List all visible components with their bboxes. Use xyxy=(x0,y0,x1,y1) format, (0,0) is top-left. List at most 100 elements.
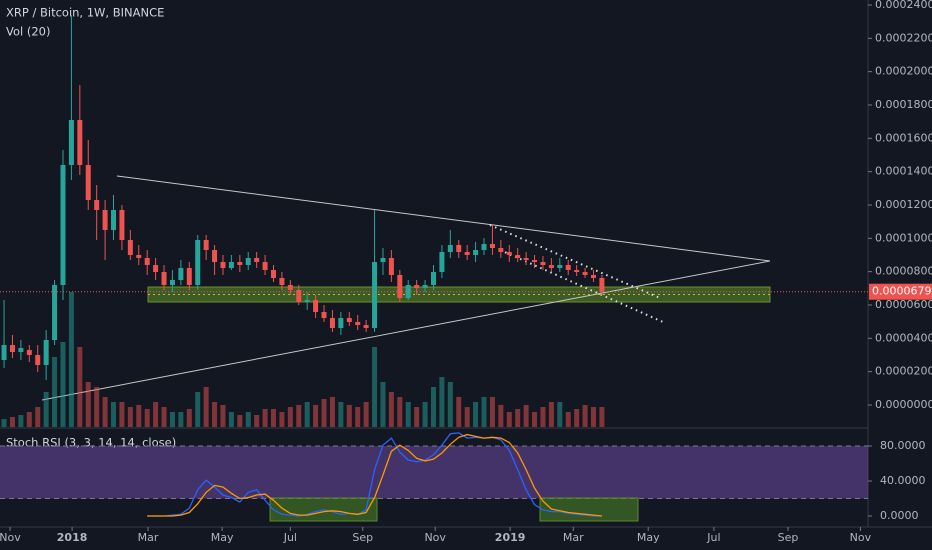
x-tick-label: 2019 xyxy=(495,531,526,544)
volume-bar xyxy=(473,402,479,427)
volume-bar xyxy=(439,377,445,427)
x-tick-label: Jul xyxy=(706,531,720,544)
candle-body xyxy=(245,258,251,265)
candle-body xyxy=(397,275,403,298)
candle-body xyxy=(498,248,504,252)
x-tick-label: Mar xyxy=(138,531,159,544)
candle-body xyxy=(506,252,512,255)
candle-body xyxy=(18,348,24,352)
candle-body xyxy=(9,345,15,352)
volume-bar xyxy=(186,409,192,427)
candle-body xyxy=(599,278,605,292)
trend-line xyxy=(116,175,771,262)
volume-bar xyxy=(380,382,386,427)
volume-bar xyxy=(498,405,504,427)
volume-bar xyxy=(245,412,251,427)
x-tick-label: Nov xyxy=(424,531,446,544)
x-tick-label: Nov xyxy=(0,531,21,544)
x-tick-label: Jul xyxy=(283,531,297,544)
x-tick-label: 2018 xyxy=(57,531,88,544)
candle-body xyxy=(447,245,453,252)
volume-bar xyxy=(220,405,226,427)
volume-bar xyxy=(414,407,420,427)
candle-body xyxy=(287,285,293,290)
candle-body xyxy=(540,262,546,265)
volume-bar xyxy=(111,402,117,427)
candle-body xyxy=(456,245,462,252)
candle-body xyxy=(119,210,125,240)
x-tick-label: May xyxy=(211,531,234,544)
x-tick-label: Mar xyxy=(563,531,584,544)
volume-bar xyxy=(228,412,234,427)
candle-body xyxy=(195,240,201,285)
volume-bar xyxy=(9,417,15,427)
volume-bar xyxy=(430,387,436,427)
candle-body xyxy=(60,165,66,285)
volume-bar xyxy=(237,415,243,427)
candle-body xyxy=(430,272,436,285)
volume-bar xyxy=(523,405,529,427)
candle-body xyxy=(565,265,571,270)
candle-body xyxy=(178,268,184,280)
candle-body xyxy=(161,272,167,285)
volume-bar xyxy=(102,397,108,427)
volume-bar xyxy=(481,397,487,427)
candle-body xyxy=(321,312,327,318)
volume-bar xyxy=(548,402,554,427)
candle-body xyxy=(557,265,563,268)
candle-body xyxy=(574,270,580,272)
candle-body xyxy=(77,120,83,165)
volume-bar xyxy=(329,397,335,427)
candle-body xyxy=(346,318,352,322)
candle-body xyxy=(237,262,243,265)
candle-body xyxy=(296,290,302,302)
volume-bar xyxy=(506,412,512,427)
candle-body xyxy=(380,258,386,262)
candle-body xyxy=(489,244,495,248)
volume-bar xyxy=(304,402,310,427)
volume-bar xyxy=(136,405,142,427)
candle-body xyxy=(94,200,100,210)
trend-line xyxy=(41,260,771,401)
candle-body xyxy=(355,322,361,325)
volume-bar xyxy=(447,382,453,427)
last-price-label: 0.00006797 xyxy=(872,285,932,298)
candle-body xyxy=(388,258,394,275)
candle-body xyxy=(228,262,234,268)
volume-bar xyxy=(355,407,361,427)
stoch-line xyxy=(147,432,602,517)
candle-body xyxy=(220,262,226,268)
candle-body xyxy=(144,258,150,265)
candle-body xyxy=(532,260,538,262)
candle-body xyxy=(68,120,74,165)
drawings xyxy=(41,175,771,401)
candle-body xyxy=(102,210,108,230)
candle-body xyxy=(26,350,32,355)
candle-body xyxy=(35,355,41,365)
candle-body xyxy=(43,340,49,365)
candle-body xyxy=(271,270,277,278)
candle-body xyxy=(548,265,554,268)
volume-bar xyxy=(590,407,596,427)
candle-body xyxy=(372,262,378,328)
candle-body xyxy=(363,325,369,328)
candle-body xyxy=(85,165,91,200)
volume-bar xyxy=(287,407,293,427)
volume-bar xyxy=(77,347,83,427)
candle-body xyxy=(136,255,142,258)
x-tick-label: May xyxy=(637,531,660,544)
volume-bar xyxy=(169,412,175,427)
candle-body xyxy=(582,272,588,275)
candle-body xyxy=(254,258,260,262)
volume-bar xyxy=(35,407,41,427)
volume-bar xyxy=(279,412,285,427)
